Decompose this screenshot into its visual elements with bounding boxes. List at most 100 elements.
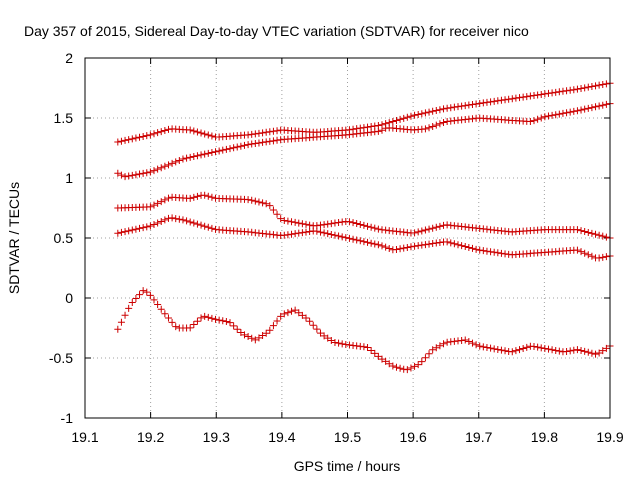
data-point bbox=[588, 83, 596, 91]
data-point bbox=[432, 107, 440, 115]
y-tick-label: 1.5 bbox=[54, 110, 74, 126]
data-point bbox=[295, 309, 303, 317]
data-point bbox=[157, 164, 165, 172]
data-point bbox=[494, 345, 502, 353]
data-point bbox=[266, 202, 274, 210]
data-point bbox=[487, 98, 495, 106]
data-point bbox=[519, 93, 527, 101]
data-point bbox=[125, 136, 133, 144]
data-point bbox=[222, 145, 230, 153]
data-point bbox=[371, 224, 379, 232]
data-point bbox=[273, 127, 281, 135]
data-point bbox=[320, 221, 328, 229]
data-point bbox=[172, 323, 180, 331]
data-point bbox=[559, 109, 567, 117]
plot-frame bbox=[84, 57, 611, 419]
data-point bbox=[497, 96, 505, 104]
y-tick-label: -1 bbox=[61, 410, 74, 426]
data-point bbox=[146, 168, 154, 176]
data-point bbox=[128, 299, 136, 307]
data-point bbox=[212, 148, 220, 156]
data-point bbox=[125, 304, 133, 312]
data-point bbox=[501, 250, 509, 258]
data-point bbox=[566, 347, 574, 355]
data-point bbox=[414, 242, 422, 250]
data-point bbox=[298, 229, 306, 237]
data-point bbox=[197, 129, 205, 137]
data-point bbox=[132, 171, 140, 179]
data-point bbox=[291, 218, 299, 226]
data-point bbox=[204, 313, 212, 321]
data-point bbox=[132, 134, 140, 142]
data-point bbox=[382, 357, 390, 365]
data-point bbox=[331, 231, 339, 239]
data-point bbox=[425, 240, 433, 248]
data-point bbox=[374, 241, 382, 249]
data-point bbox=[468, 244, 476, 252]
data-point bbox=[389, 362, 397, 370]
data-point bbox=[577, 248, 585, 256]
data-point bbox=[403, 243, 411, 251]
data-point bbox=[298, 220, 306, 228]
data-point bbox=[559, 87, 567, 95]
data-point bbox=[530, 92, 538, 100]
data-point bbox=[139, 287, 147, 295]
data-point bbox=[204, 131, 212, 139]
data-point bbox=[157, 198, 165, 206]
data-point bbox=[266, 326, 274, 334]
data-point bbox=[121, 311, 129, 319]
data-point bbox=[244, 196, 252, 204]
data-point bbox=[396, 115, 404, 123]
data-point bbox=[150, 221, 158, 229]
data-point bbox=[364, 343, 372, 351]
data-point bbox=[128, 171, 136, 179]
series-4 bbox=[114, 214, 614, 262]
data-point bbox=[566, 86, 574, 94]
data-point bbox=[222, 317, 230, 325]
data-point bbox=[233, 325, 241, 333]
data-point bbox=[161, 196, 169, 204]
data-point bbox=[154, 219, 162, 227]
data-point bbox=[179, 216, 187, 224]
x-tick-label: 19.3 bbox=[203, 429, 230, 445]
data-point bbox=[146, 222, 154, 230]
data-point bbox=[164, 314, 172, 322]
data-point bbox=[519, 344, 527, 352]
data-point bbox=[345, 234, 353, 242]
data-point bbox=[240, 141, 248, 149]
data-point bbox=[248, 140, 256, 148]
data-point bbox=[374, 225, 382, 233]
data-point bbox=[516, 94, 524, 102]
data-point bbox=[186, 324, 194, 332]
data-point bbox=[273, 210, 281, 218]
data-point bbox=[584, 251, 592, 259]
data-point bbox=[186, 194, 194, 202]
data-point bbox=[146, 131, 154, 139]
data-point bbox=[161, 310, 169, 318]
series-2 bbox=[114, 100, 614, 181]
data-point bbox=[563, 348, 571, 356]
data-point bbox=[298, 311, 306, 319]
data-point bbox=[400, 114, 408, 122]
data-point bbox=[262, 200, 270, 208]
data-point bbox=[277, 215, 285, 223]
data-point bbox=[338, 218, 346, 226]
data-point bbox=[512, 347, 520, 355]
data-point bbox=[432, 223, 440, 231]
data-point bbox=[157, 128, 165, 136]
data-point bbox=[164, 161, 172, 169]
y-tick-label: 0 bbox=[65, 290, 73, 306]
data-point bbox=[526, 118, 534, 126]
data-point bbox=[262, 138, 270, 146]
data-point bbox=[175, 156, 183, 164]
data-point bbox=[197, 151, 205, 159]
data-point bbox=[208, 193, 216, 201]
data-point bbox=[577, 84, 585, 92]
data-point bbox=[418, 358, 426, 366]
data-point bbox=[128, 135, 136, 143]
data-point bbox=[306, 228, 314, 236]
data-point bbox=[425, 350, 433, 358]
data-point bbox=[421, 125, 429, 133]
data-point bbox=[534, 91, 542, 99]
